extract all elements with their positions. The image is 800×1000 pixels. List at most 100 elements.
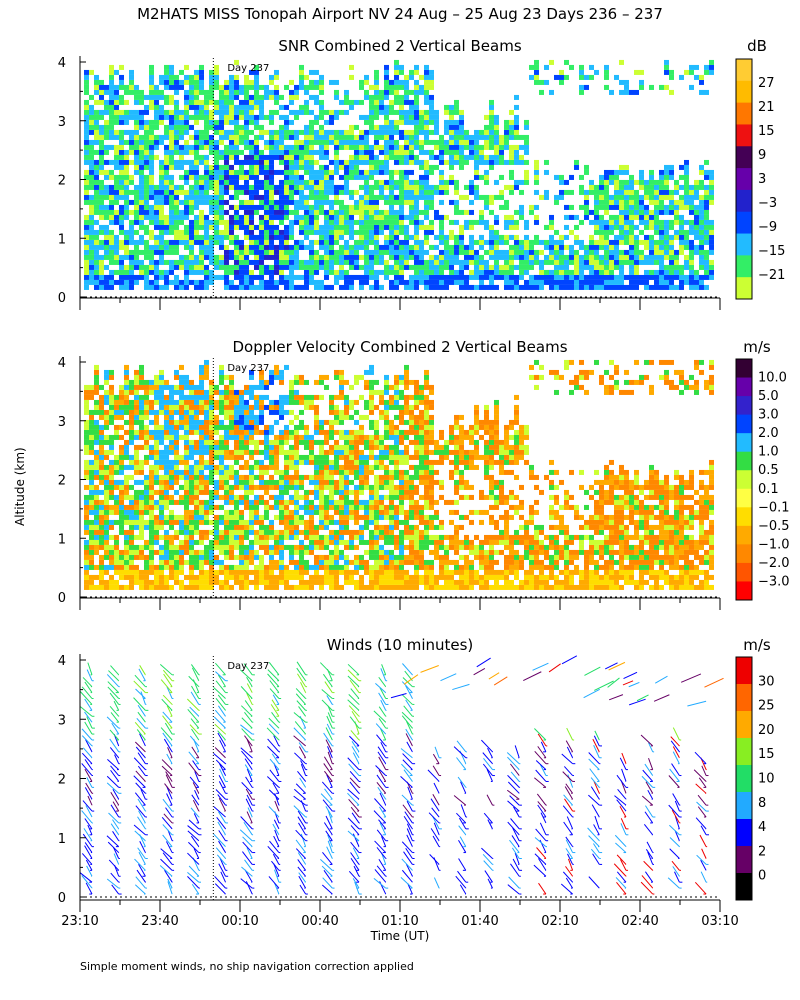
heatmap-cell [434,259,439,265]
heatmap-cell [194,464,199,470]
heatmap-cell [354,99,359,105]
heatmap-cell [84,424,89,430]
heatmap-cell [149,384,154,390]
heatmap-cell [154,504,159,510]
heatmap-cell [244,544,249,550]
heatmap-cell [269,254,274,260]
heatmap-cell [229,149,234,155]
heatmap-cell [134,534,139,540]
heatmap-cell [464,249,469,255]
heatmap-cell [114,254,119,260]
heatmap-cell [214,224,219,230]
heatmap-cell [174,464,179,470]
heatmap-cell [89,169,94,175]
heatmap-cell [414,214,419,220]
heatmap-cell [154,439,159,445]
heatmap-cell [114,244,119,250]
heatmap-cell [709,234,714,240]
heatmap-cell [109,519,114,525]
heatmap-cell [629,284,634,290]
heatmap-cell [84,459,89,465]
heatmap-cell [699,209,704,215]
heatmap-cell [599,189,604,195]
heatmap-cell [399,69,404,75]
heatmap-cell [234,204,239,210]
heatmap-cell [439,269,444,275]
heatmap-cell [479,194,484,200]
heatmap-cell [234,224,239,230]
heatmap-cell [409,244,414,250]
heatmap-cell [694,189,699,195]
heatmap-cell [279,229,284,235]
heatmap-cell [609,179,614,185]
heatmap-cell [244,464,249,470]
heatmap-cell [449,264,454,270]
heatmap-cell [409,274,414,280]
heatmap-cell [499,249,504,255]
heatmap-cell [124,89,129,95]
heatmap-cell [229,284,234,290]
heatmap-cell [529,284,534,290]
heatmap-cell [179,134,184,140]
heatmap-cell [94,129,99,135]
heatmap-cell [264,489,269,495]
heatmap-cell [609,174,614,180]
heatmap-cell [489,229,494,235]
heatmap-cell [259,554,264,560]
heatmap-cell [184,124,189,130]
heatmap-cell [89,524,94,530]
heatmap-cell [484,204,489,210]
heatmap-cell [164,484,169,490]
heatmap-cell [139,124,144,130]
heatmap-cell [259,239,264,245]
heatmap-cell [654,274,659,280]
heatmap-cell [114,109,119,115]
heatmap-cell [384,169,389,175]
heatmap-cell [224,554,229,560]
heatmap-cell [144,489,149,495]
heatmap-cell [464,209,469,215]
heatmap-cell [99,224,104,230]
heatmap-cell [439,234,444,240]
heatmap-cell [159,554,164,560]
heatmap-cell [404,84,409,90]
heatmap-cell [569,249,574,255]
heatmap-cell [619,224,624,230]
heatmap-cell [194,449,199,455]
heatmap-cell [319,84,324,90]
heatmap-cell [399,169,404,175]
heatmap-cell [339,209,344,215]
heatmap-cell [179,469,184,475]
heatmap-cell [384,144,389,150]
heatmap-cell [104,214,109,220]
heatmap-cell [559,269,564,275]
heatmap-cell [249,524,254,530]
heatmap-cell [119,424,124,430]
heatmap-cell [114,424,119,430]
heatmap-cell [194,284,199,290]
heatmap-cell [214,229,219,235]
heatmap-cell [244,154,249,160]
heatmap-cell [684,274,689,280]
heatmap-cell [254,534,259,540]
heatmap-cell [129,549,134,555]
heatmap-cell [249,464,254,470]
heatmap-cell [654,224,659,230]
heatmap-cell [224,224,229,230]
heatmap-cell [299,129,304,135]
heatmap-cell [204,229,209,235]
heatmap-cell [94,114,99,120]
heatmap-cell [124,449,129,455]
heatmap-cell [254,284,259,290]
heatmap-cell [244,84,249,90]
heatmap-cell [199,234,204,240]
heatmap-cell [114,164,119,170]
heatmap-cell [399,134,404,140]
heatmap-cell [104,449,109,455]
heatmap-cell [199,144,204,150]
heatmap-cell [599,234,604,240]
heatmap-cell [394,124,399,130]
heatmap-cell [119,259,124,265]
heatmap-cell [444,149,449,155]
heatmap-cell [254,519,259,525]
